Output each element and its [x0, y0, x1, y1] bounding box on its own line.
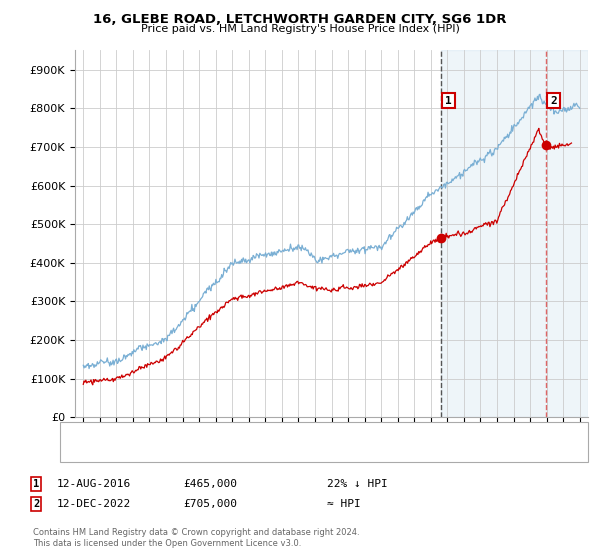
Text: 2: 2	[33, 499, 39, 509]
Text: 22% ↓ HPI: 22% ↓ HPI	[327, 479, 388, 489]
Text: Contains HM Land Registry data © Crown copyright and database right 2024.
This d: Contains HM Land Registry data © Crown c…	[33, 528, 359, 548]
Text: Price paid vs. HM Land Registry's House Price Index (HPI): Price paid vs. HM Land Registry's House …	[140, 24, 460, 34]
Text: HPI: Average price, detached house, North Hertfordshire: HPI: Average price, detached house, Nort…	[105, 446, 381, 456]
Text: 1: 1	[445, 96, 452, 106]
Bar	[441, 50, 588, 417]
Text: 1: 1	[33, 479, 39, 489]
Text: 2: 2	[550, 96, 557, 106]
Text: £705,000: £705,000	[183, 499, 237, 509]
Text: —: —	[78, 426, 94, 441]
Text: £465,000: £465,000	[183, 479, 237, 489]
Text: ≈ HPI: ≈ HPI	[327, 499, 361, 509]
Text: 16, GLEBE ROAD, LETCHWORTH GARDEN CITY, SG6 1DR (detached house): 16, GLEBE ROAD, LETCHWORTH GARDEN CITY, …	[105, 428, 470, 438]
Text: —: —	[78, 443, 94, 458]
Text: 12-DEC-2022: 12-DEC-2022	[57, 499, 131, 509]
Text: 16, GLEBE ROAD, LETCHWORTH GARDEN CITY, SG6 1DR: 16, GLEBE ROAD, LETCHWORTH GARDEN CITY, …	[93, 13, 507, 26]
Text: 12-AUG-2016: 12-AUG-2016	[57, 479, 131, 489]
